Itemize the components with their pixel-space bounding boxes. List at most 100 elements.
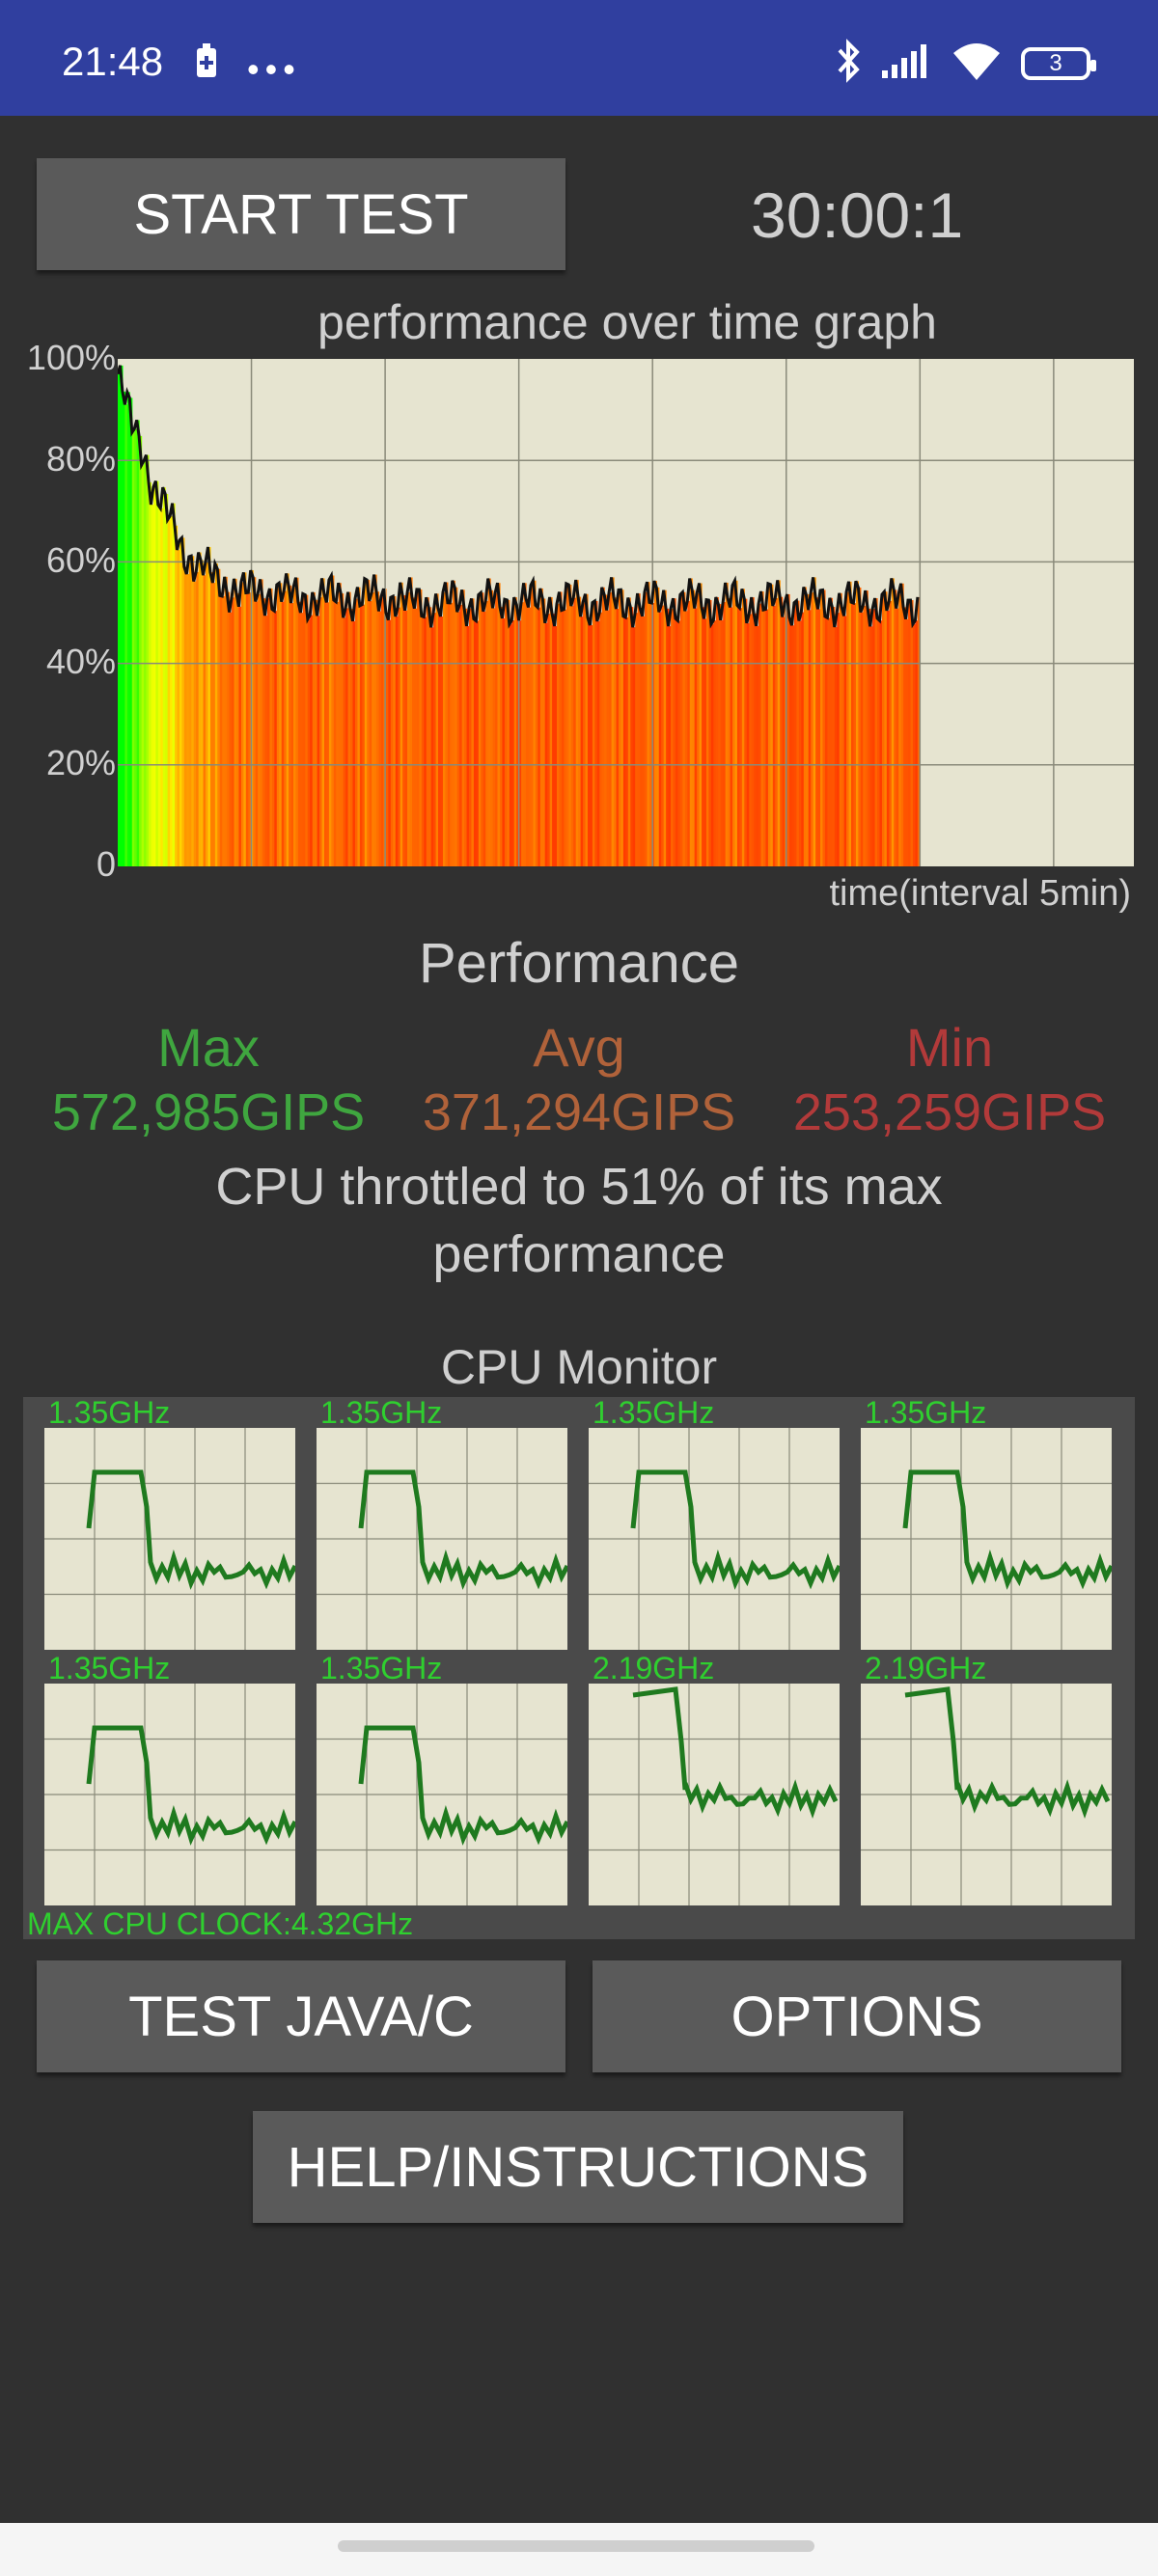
graph-bar (565, 583, 569, 866)
graph-bar (398, 607, 401, 866)
core-frequency-label: 1.35GHz (320, 1651, 443, 1685)
graph-bar (596, 620, 600, 866)
graph-bar (183, 566, 187, 866)
graph-bar (402, 595, 406, 866)
graph-bar (362, 604, 366, 866)
graph-bar (554, 625, 558, 866)
graph-bar (193, 581, 197, 866)
graph-bar (689, 578, 693, 866)
graph-bar (746, 622, 750, 866)
graph-bar (347, 591, 351, 866)
core-graph (861, 1428, 1112, 1650)
graph-bar (827, 617, 831, 866)
max-label: Max (157, 1017, 260, 1078)
home-gesture-handle[interactable] (338, 2540, 814, 2552)
graph-bar (538, 607, 541, 866)
graph-bar (606, 610, 610, 866)
graph-bar (702, 607, 705, 866)
graph-bar (279, 583, 283, 866)
graph-bar (419, 589, 423, 866)
graph-bar (839, 592, 842, 866)
graph-bar (758, 603, 762, 866)
graph-bar (549, 597, 553, 866)
graph-bar (648, 602, 652, 866)
graph-bar (378, 611, 382, 866)
graph-bar (570, 606, 574, 866)
graph-bar (372, 592, 375, 866)
graph-bar (172, 503, 176, 866)
graph-bar (824, 616, 828, 866)
graph-bar (509, 624, 512, 866)
help-instructions-button[interactable]: HELP/INSTRUCTIONS (253, 2111, 903, 2223)
graph-bar (343, 617, 346, 866)
graph-bar (798, 620, 802, 866)
graph-bar (319, 597, 323, 866)
graph-bar (583, 602, 587, 866)
graph-bar (692, 589, 696, 866)
graph-bar (513, 597, 517, 866)
graph-bar (395, 617, 399, 866)
graph-bar (744, 598, 748, 866)
graph-title: performance over time graph (317, 295, 937, 349)
graph-bar (889, 600, 893, 866)
graph-bar (850, 602, 855, 866)
graph-bar (609, 592, 613, 866)
graph-bar (834, 627, 838, 866)
graph-bar (568, 585, 572, 866)
min-label: Min (905, 1017, 994, 1078)
graph-bar (533, 580, 537, 866)
core-frequency-line (904, 1686, 1111, 1819)
graph-bar (915, 620, 919, 866)
graph-bar (455, 587, 458, 866)
graph-bar (547, 614, 551, 866)
graph-bar (601, 587, 605, 866)
battery-icon: 3 (1021, 46, 1096, 80)
graph-bar (760, 591, 764, 866)
graph-bar (749, 614, 753, 866)
graph-bar (599, 612, 603, 866)
avg-label: Avg (533, 1017, 625, 1078)
graph-bar (656, 587, 660, 866)
graph-bar (175, 525, 179, 866)
graph-bar (751, 597, 755, 866)
graph-bar (177, 549, 180, 866)
graph-bar (822, 589, 826, 866)
graph-bar (736, 605, 740, 866)
graph-bar (281, 601, 285, 866)
graph-bar (811, 592, 814, 866)
graph-bar (120, 365, 124, 866)
graph-bar (604, 594, 608, 866)
core-frequency-label: 1.35GHz (48, 1395, 171, 1430)
test-java-c-button[interactable]: TEST JAVA/C (37, 1960, 565, 2072)
graph-bar (433, 613, 437, 866)
graph-bar (642, 616, 646, 866)
y-tick-label: 40% (45, 642, 116, 681)
graph-bar (661, 605, 665, 866)
graph-bar (872, 609, 876, 866)
x-axis-label: time(interval 5min) (829, 873, 1131, 914)
graph-bar (248, 592, 252, 866)
graph-bar (786, 593, 790, 866)
graph-bar (456, 612, 460, 866)
graph-bar (775, 597, 779, 866)
graph-bar (198, 552, 202, 866)
graph-bar (421, 616, 425, 866)
graph-bar (495, 592, 499, 866)
graph-bar (803, 587, 807, 866)
graph-bar (323, 593, 328, 866)
graph-bar (286, 573, 290, 866)
performance-line (118, 365, 920, 629)
graph-bar (240, 582, 244, 866)
graph-bar (284, 590, 288, 866)
graph-bar (900, 583, 904, 866)
graph-bar (855, 581, 859, 866)
start-test-button[interactable]: START TEST (37, 158, 565, 270)
graph-bar (141, 465, 145, 866)
graph-bar (765, 609, 769, 866)
graph-bar (806, 593, 810, 866)
battery-saver-icon (193, 43, 230, 89)
graph-bar (118, 373, 122, 866)
graph-bar (635, 613, 639, 866)
options-button[interactable]: OPTIONS (593, 1960, 1121, 2072)
graph-bar (886, 610, 890, 866)
